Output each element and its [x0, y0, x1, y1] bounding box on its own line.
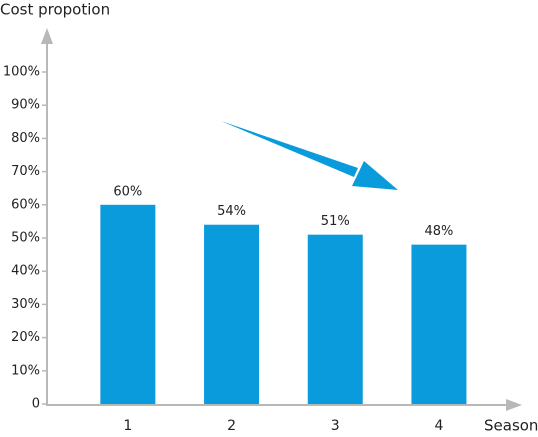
- y-tick-label: 20%: [11, 330, 40, 345]
- y-tick-label: 100%: [3, 65, 40, 80]
- bar: [411, 244, 467, 404]
- value-label: 51%: [321, 214, 350, 229]
- y-tick-label: 80%: [11, 131, 40, 146]
- y-tick-label: 0: [32, 397, 40, 412]
- x-tick-label: 4: [434, 418, 443, 433]
- y-tick-label: 70%: [11, 164, 40, 179]
- trend-arrow-shaft: [221, 121, 358, 177]
- bar: [204, 224, 260, 404]
- value-label: 60%: [113, 184, 142, 199]
- x-axis-arrow: [506, 399, 522, 411]
- y-tick-label: 90%: [11, 98, 40, 113]
- y-tick-label: 50%: [11, 231, 40, 246]
- y-axis-label: Cost propotion: [0, 1, 110, 19]
- y-axis-arrow: [41, 28, 53, 44]
- value-label: 48%: [424, 224, 453, 239]
- x-axis-label: Season: [484, 417, 538, 434]
- trend-arrow-head: [352, 161, 398, 190]
- y-tick-label: 60%: [11, 197, 40, 212]
- x-tick-label: 1: [123, 418, 132, 433]
- y-tick-label: 40%: [11, 264, 40, 279]
- y-tick-label: 30%: [11, 297, 40, 312]
- value-label: 54%: [217, 204, 246, 219]
- y-tick-label: 10%: [11, 363, 40, 378]
- x-tick-label: 2: [227, 418, 236, 433]
- bar: [100, 204, 156, 404]
- x-tick-label: 3: [331, 418, 340, 433]
- bar: [307, 234, 363, 404]
